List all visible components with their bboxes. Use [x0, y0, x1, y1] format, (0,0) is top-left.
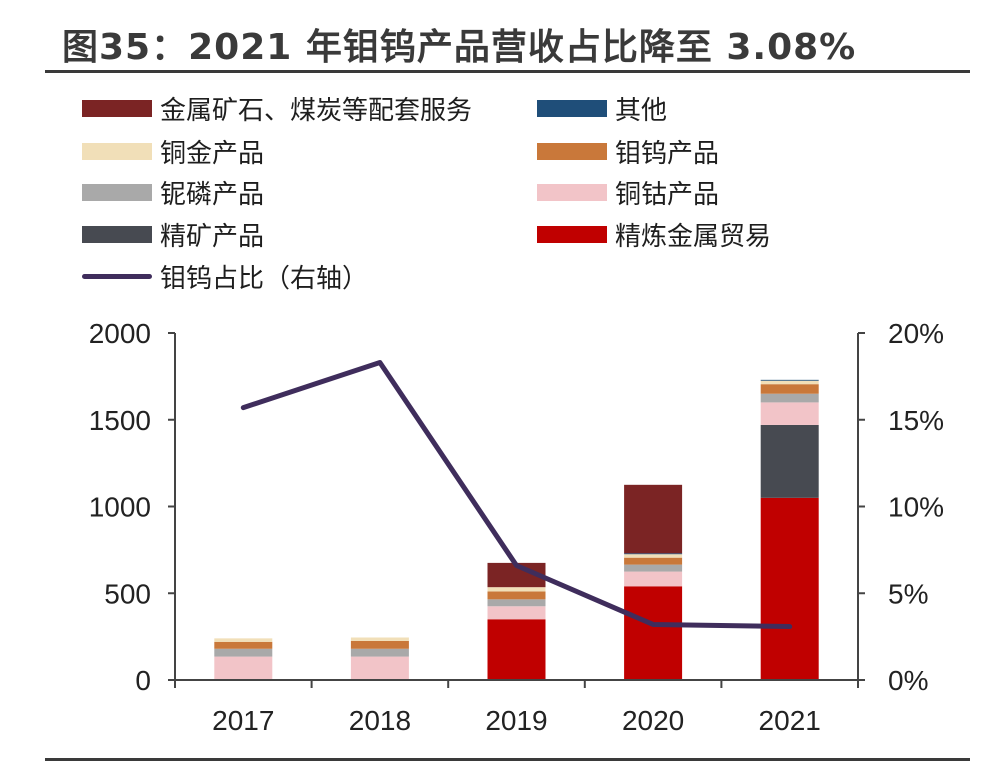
- bar-segment: [760, 393, 819, 403]
- line-point: [788, 625, 792, 629]
- legend-label: 钼钨产品: [615, 138, 720, 169]
- bar-segment: [624, 564, 683, 572]
- legend-label: 精炼金属贸易: [615, 221, 772, 252]
- y-left-tick-label: 1500: [89, 405, 151, 436]
- y-right-tick-label: 10%: [888, 492, 944, 523]
- legend-item-concentrate: 精矿产品: [82, 219, 264, 252]
- bar-segment: [350, 637, 409, 641]
- bar-segment: [487, 591, 546, 600]
- bar-segment: [624, 557, 683, 565]
- bar-segment: [624, 586, 683, 680]
- x-tick-label: 2021: [759, 705, 821, 736]
- y-left-tick-label: 1000: [89, 492, 151, 523]
- legend-swatch: [82, 142, 152, 160]
- bar-segment: [487, 599, 546, 607]
- y-left-tick-label: 0: [135, 665, 151, 696]
- legend-swatch: [82, 99, 152, 117]
- legend-swatch: [537, 142, 607, 160]
- bar-segment: [624, 554, 683, 558]
- footer-rule: [45, 758, 970, 761]
- legend-swatch: [82, 273, 152, 279]
- bar-segment: [214, 648, 273, 657]
- bar-segment: [624, 484, 683, 554]
- bar-segment: [350, 640, 409, 649]
- bar-segment: [760, 497, 819, 680]
- legend-item-moly-share-line: 钼钨占比（右轴）: [82, 261, 368, 294]
- legend-item-niobium-phosphate: 铌磷产品: [82, 177, 264, 210]
- bar-segment: [487, 606, 546, 620]
- legend-label: 其他: [615, 95, 668, 126]
- legend-swatch: [82, 225, 152, 243]
- line-point: [241, 406, 245, 410]
- bar-segment: [350, 656, 409, 680]
- title-rule: [45, 70, 970, 73]
- bar-segment: [760, 380, 819, 385]
- bar-segment: [214, 641, 273, 649]
- legend-label: 铌磷产品: [160, 179, 265, 210]
- y-left-tick-label: 500: [104, 578, 151, 609]
- x-tick-label: 2018: [349, 705, 411, 736]
- line-point: [378, 360, 382, 364]
- legend-item-refined-metal-trade: 精炼金属贸易: [537, 219, 771, 252]
- y-left-tick-label: 2000: [89, 318, 151, 349]
- legend-item-copper-gold: 铜金产品: [82, 136, 264, 169]
- legend-item-other: 其他: [537, 93, 667, 126]
- y-right-tick-label: 5%: [888, 578, 928, 609]
- legend-swatch: [537, 99, 607, 117]
- legend-label: 铜钴产品: [615, 179, 720, 210]
- bar-segment: [760, 424, 819, 498]
- legend-swatch: [537, 225, 607, 243]
- x-tick-label: 2020: [622, 705, 684, 736]
- legend-item-copper-cobalt: 铜钴产品: [537, 177, 719, 210]
- legend-item-support-services: 金属矿石、煤炭等配套服务: [82, 93, 472, 126]
- bar-segment: [214, 638, 273, 642]
- legend-label: 钼钨占比（右轴）: [160, 263, 369, 294]
- legend-label: 铜金产品: [160, 138, 265, 169]
- bar-segment: [350, 648, 409, 657]
- bar-segment: [760, 379, 819, 381]
- bar-segment: [487, 619, 546, 680]
- bar-segment: [214, 656, 273, 680]
- legend-swatch: [82, 183, 152, 201]
- x-tick-label: 2019: [485, 705, 547, 736]
- chart-title: 图35：2021 年钼钨产品营收占比降至 3.08%: [62, 27, 857, 68]
- legend-label: 精矿产品: [160, 221, 265, 252]
- legend-item-moly-tungsten: 钼钨产品: [537, 136, 719, 169]
- bar-segment: [487, 587, 546, 592]
- y-right-tick-label: 15%: [888, 405, 944, 436]
- y-right-tick-label: 20%: [888, 318, 944, 349]
- bar-segment: [760, 384, 819, 394]
- x-tick-label: 2017: [212, 705, 274, 736]
- legend-label: 金属矿石、煤炭等配套服务: [160, 95, 473, 126]
- bar-segment: [624, 571, 683, 587]
- bar-segment: [624, 553, 683, 555]
- line-point: [515, 563, 518, 567]
- y-right-tick-label: 0%: [888, 665, 928, 696]
- bar-segment: [760, 402, 819, 425]
- legend-swatch: [537, 183, 607, 201]
- line-point: [651, 622, 655, 626]
